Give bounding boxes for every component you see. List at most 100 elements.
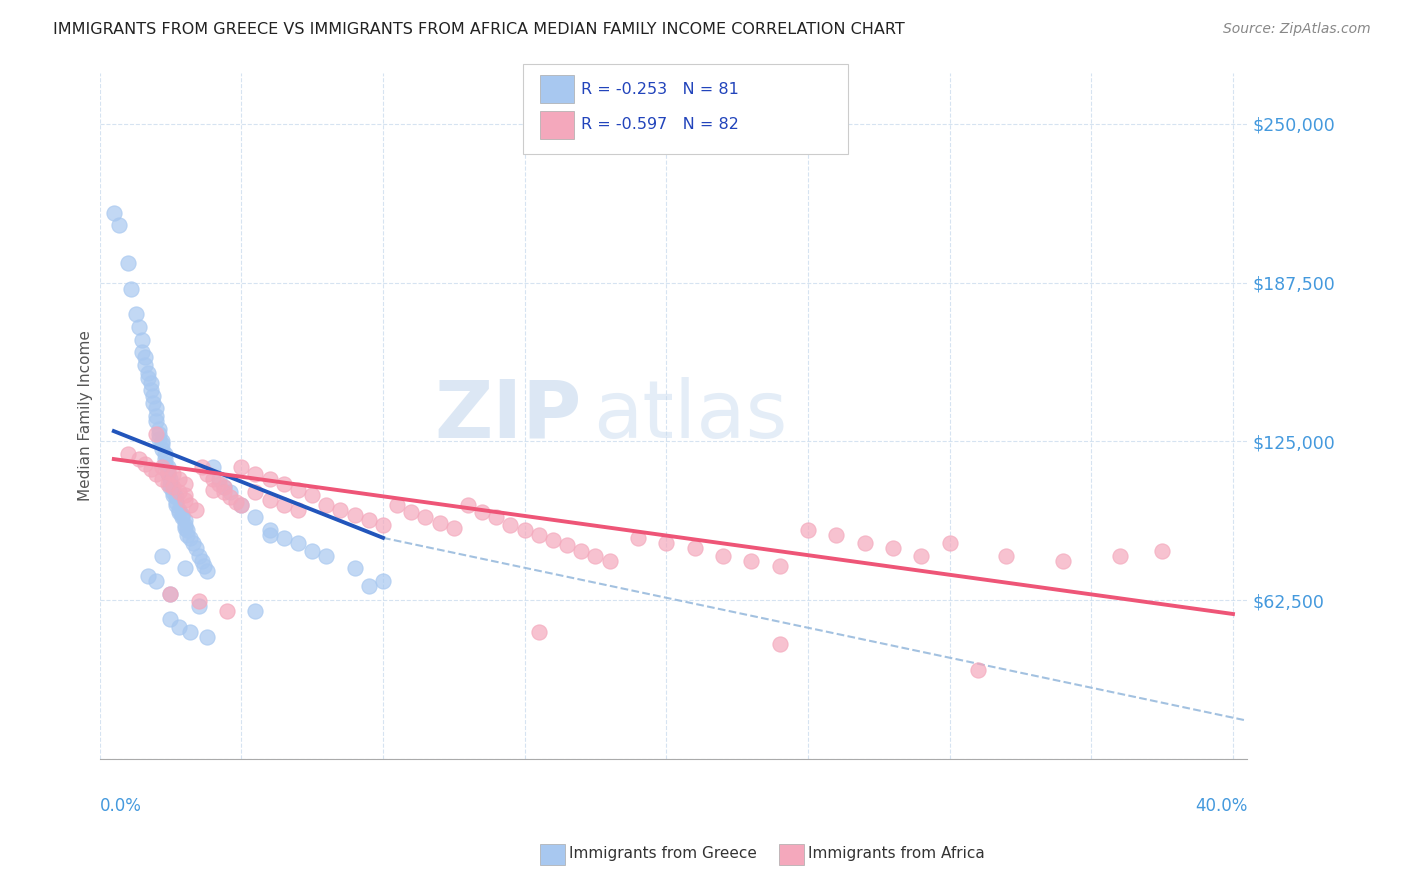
Text: R = -0.253   N = 81: R = -0.253 N = 81 [581, 82, 738, 96]
Point [117, 447, 139, 461]
Point [142, 388, 165, 402]
Point [142, 396, 165, 410]
Point [231, 459, 253, 474]
Point [159, 477, 181, 491]
Point [150, 434, 173, 449]
Point [173, 561, 195, 575]
Point [371, 518, 394, 533]
Point [145, 414, 167, 428]
Point [195, 630, 218, 644]
Point [301, 543, 323, 558]
Point [457, 498, 479, 512]
Point [259, 492, 281, 507]
Point [315, 498, 337, 512]
Point [173, 488, 195, 502]
Point [259, 472, 281, 486]
Point [499, 518, 522, 533]
Point [148, 426, 170, 441]
Point [176, 528, 198, 542]
Point [170, 510, 193, 524]
Point [156, 465, 179, 479]
Point [190, 554, 212, 568]
Point [357, 579, 380, 593]
Point [128, 320, 150, 334]
Point [148, 421, 170, 435]
Point [415, 510, 437, 524]
Point [167, 620, 190, 634]
Point [273, 477, 295, 491]
Point [153, 447, 176, 461]
Point [165, 490, 187, 504]
Point [273, 531, 295, 545]
Point [245, 510, 267, 524]
Point [259, 523, 281, 537]
Point [136, 371, 159, 385]
Point [134, 358, 156, 372]
Point [195, 564, 218, 578]
Point [245, 604, 267, 618]
Point [162, 485, 184, 500]
Point [179, 624, 201, 639]
Point [769, 638, 792, 652]
Point [145, 409, 167, 423]
Point [156, 477, 179, 491]
Text: atlas: atlas [593, 377, 787, 455]
Point [145, 467, 167, 482]
Point [165, 495, 187, 509]
Text: IMMIGRANTS FROM GREECE VS IMMIGRANTS FROM AFRICA MEDIAN FAMILY INCOME CORRELATIO: IMMIGRANTS FROM GREECE VS IMMIGRANTS FRO… [53, 22, 905, 37]
Point [555, 538, 578, 552]
Point [385, 498, 408, 512]
Point [585, 549, 607, 563]
Point [187, 599, 209, 614]
Point [967, 663, 990, 677]
Point [159, 472, 181, 486]
Point [315, 549, 337, 563]
Point [910, 549, 932, 563]
Point [797, 523, 820, 537]
Point [148, 432, 170, 446]
Point [193, 558, 215, 573]
Point [217, 604, 239, 618]
Point [1052, 554, 1074, 568]
Point [153, 452, 176, 467]
Point [287, 483, 309, 497]
Point [201, 459, 224, 474]
Point [156, 467, 179, 482]
Point [162, 467, 184, 482]
Point [184, 503, 207, 517]
Point [179, 498, 201, 512]
Text: ZIP: ZIP [434, 377, 582, 455]
Point [165, 498, 187, 512]
Point [371, 574, 394, 588]
Point [527, 528, 550, 542]
Point [301, 488, 323, 502]
Point [139, 376, 162, 390]
Point [225, 495, 247, 509]
Point [134, 351, 156, 365]
Point [231, 498, 253, 512]
Point [219, 490, 242, 504]
Point [195, 467, 218, 482]
Point [853, 536, 876, 550]
Point [208, 472, 231, 486]
Point [170, 508, 193, 522]
Point [159, 587, 181, 601]
Point [139, 462, 162, 476]
Point [108, 219, 131, 233]
Point [117, 256, 139, 270]
Point [150, 442, 173, 456]
Point [740, 554, 762, 568]
Point [485, 510, 508, 524]
Point [1152, 543, 1174, 558]
Point [245, 467, 267, 482]
Point [541, 533, 564, 548]
Text: R = -0.597   N = 82: R = -0.597 N = 82 [581, 118, 738, 132]
Point [145, 574, 167, 588]
Point [201, 483, 224, 497]
Point [145, 426, 167, 441]
Point [173, 518, 195, 533]
Point [938, 536, 960, 550]
Point [287, 503, 309, 517]
Point [184, 541, 207, 555]
Point [156, 459, 179, 474]
